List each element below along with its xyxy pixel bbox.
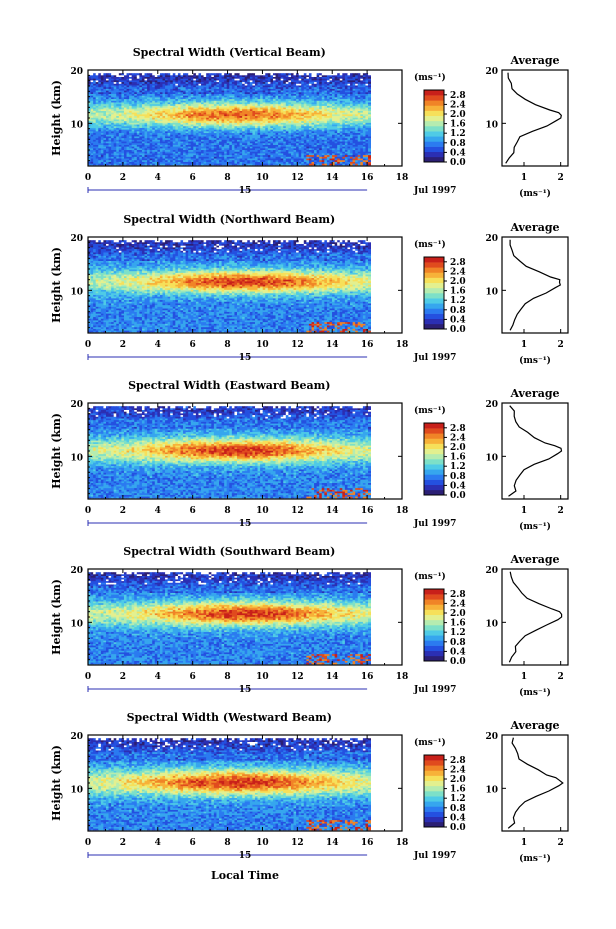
heatmap-cell [119, 73, 122, 75]
heatmap-cell [111, 73, 114, 75]
heatmap-cell [160, 73, 163, 75]
heatmap-cell [173, 73, 176, 75]
panel-title: Spectral Width (Vertical Beam) [133, 46, 326, 59]
heatmap-cell [139, 73, 142, 75]
heatmap-cell [93, 73, 96, 75]
heatmap-cell [114, 73, 117, 75]
heatmap-cell [211, 73, 214, 75]
heatmap-cell [219, 73, 222, 75]
heatmap-cell [201, 73, 204, 75]
heatmap-cell [183, 73, 186, 75]
heatmap-cell [180, 73, 183, 75]
heatmap-cell [222, 73, 225, 75]
heatmap-cell [178, 73, 181, 75]
figure: Spectral Width (Vertical Beam)0 2 4 6 8 10 12 1… [0, 0, 616, 929]
heatmap-cell [196, 73, 199, 75]
heatmap-cell [165, 73, 168, 75]
heatmap-cell [127, 73, 130, 75]
heatmap-cell [129, 73, 132, 75]
heatmap-cell [229, 73, 232, 75]
heatmap-cell [224, 73, 227, 75]
heatmap-cell [188, 73, 191, 75]
heatmap-cell [101, 73, 104, 75]
heatmap-cell [106, 73, 109, 75]
heatmap-cell [204, 73, 207, 75]
heatmap-cell [216, 73, 219, 75]
heatmap-cell [163, 73, 166, 75]
heatmap-cell [193, 73, 196, 75]
heatmap-cell [175, 73, 178, 75]
heatmap-cell [109, 73, 112, 75]
heatmap-cell [132, 73, 135, 75]
heatmap-cell [168, 73, 171, 75]
heatmap-cell [137, 73, 140, 75]
panel-0: Spectral Width (Vertical Beam)0 2 4 6 8 10 12 1… [50, 46, 568, 199]
heatmap-cell [96, 73, 99, 75]
heatmap-cell [186, 73, 189, 75]
heatmap-cell [214, 73, 217, 75]
heatmap-cell [170, 73, 173, 75]
heatmap-cell [116, 73, 119, 75]
heatmap [88, 73, 371, 165]
heatmap-cell [124, 73, 127, 75]
heatmap-cell [98, 73, 101, 75]
heatmap-cell [150, 73, 153, 75]
heatmap-cell [206, 73, 209, 75]
heatmap-cell [209, 73, 212, 75]
heatmap-cell [152, 73, 155, 75]
heatmap-cell [198, 73, 201, 75]
heatmap-cell [103, 73, 106, 75]
heatmap-cell [142, 73, 145, 75]
heatmap-cell [147, 73, 150, 75]
heatmap-cell [91, 73, 94, 75]
heatmap-cell [134, 73, 137, 75]
heatmap-cell [145, 73, 148, 75]
